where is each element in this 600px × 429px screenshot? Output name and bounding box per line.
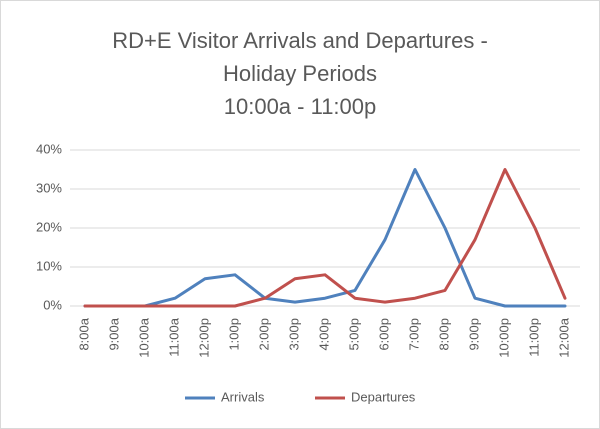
line-series — [83, 168, 567, 308]
y-tick-label: 40% — [36, 141, 62, 156]
chart-title: RD+E Visitor Arrivals and Departures - — [112, 28, 488, 53]
y-tick-label: 10% — [36, 258, 62, 273]
x-tick-label: 10:00p — [496, 318, 511, 358]
x-tick-label: 9:00a — [106, 317, 121, 350]
x-tick-label: 4:00p — [316, 318, 331, 351]
y-tick-label: 0% — [43, 297, 62, 312]
legend-label: Arrivals — [221, 389, 265, 404]
legend-label: Departures — [351, 389, 416, 404]
y-tick-label: 30% — [36, 180, 62, 195]
x-tick-label: 12:00a — [556, 317, 571, 358]
x-tick-label: 11:00p — [526, 318, 541, 357]
chart-title: 10:00a - 11:00p — [224, 94, 377, 119]
x-tick-label: 12:00p — [196, 318, 211, 358]
y-tick-label: 20% — [36, 219, 62, 234]
x-tick-label: 10:00a — [136, 317, 151, 358]
x-tick-label: 7:00p — [406, 318, 421, 351]
x-tick-label: 1:00p — [226, 318, 241, 351]
x-tick-label: 8:00p — [436, 318, 451, 351]
x-tick-label: 11:00a — [166, 317, 181, 357]
x-tick-label: 2:00p — [256, 318, 271, 351]
line-series — [83, 168, 567, 308]
x-tick-label: 6:00p — [376, 318, 391, 351]
x-tick-label: 8:00a — [76, 317, 91, 350]
x-tick-label: 3:00p — [286, 318, 301, 351]
x-tick-label: 9:00p — [466, 318, 481, 351]
chart-title: Holiday Periods — [223, 61, 377, 86]
x-tick-label: 5:00p — [346, 318, 361, 351]
